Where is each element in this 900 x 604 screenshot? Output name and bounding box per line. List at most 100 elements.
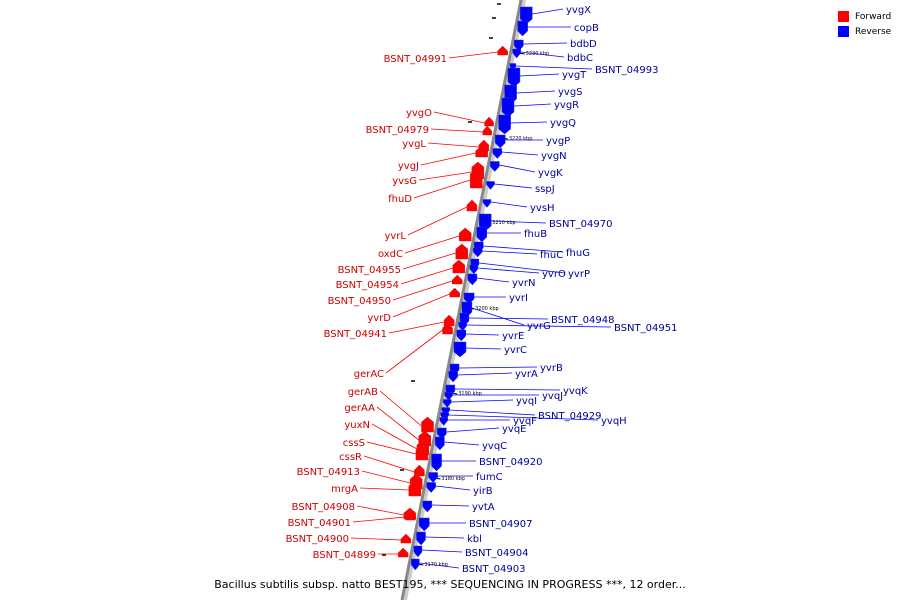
- gene-label-forward[interactable]: yvrD: [367, 313, 391, 324]
- gene-label-reverse[interactable]: yvrI: [509, 293, 528, 304]
- gene-label-forward[interactable]: BSNT_04901: [288, 518, 351, 529]
- gene-reverse-arrow[interactable]: [492, 148, 503, 159]
- gene-forward-arrow[interactable]: [442, 322, 453, 335]
- gene-label-forward[interactable]: BSNT_04908: [292, 502, 355, 513]
- gene-label-forward[interactable]: BSNT_04899: [313, 550, 376, 561]
- gene-forward-arrow[interactable]: [475, 145, 488, 158]
- gene-label-forward[interactable]: BSNT_04950: [328, 296, 391, 307]
- gene-label-reverse[interactable]: yvqJ: [542, 391, 563, 402]
- gene-label-forward[interactable]: BSNT_04900: [286, 534, 349, 545]
- gene-label-forward[interactable]: gerAA: [344, 403, 375, 414]
- gene-label-reverse[interactable]: yvgT: [562, 70, 587, 81]
- gene-label-reverse[interactable]: yvgN: [541, 151, 567, 162]
- gene-reverse-arrow[interactable]: [453, 341, 467, 358]
- gene-reverse-arrow[interactable]: [437, 427, 447, 440]
- gene-forward-arrow[interactable]: [484, 116, 494, 127]
- gene-label-reverse[interactable]: yvgX: [566, 5, 591, 16]
- gene-label-reverse[interactable]: yvgQ: [550, 118, 576, 129]
- gene-label-forward[interactable]: yvsG: [392, 176, 417, 187]
- gene-label-reverse[interactable]: yvrP: [568, 269, 590, 280]
- gene-label-reverse[interactable]: sspJ: [535, 184, 555, 195]
- gene-reverse-arrow[interactable]: [486, 181, 495, 190]
- gene-label-reverse[interactable]: yvgP: [546, 136, 570, 147]
- gene-label-reverse[interactable]: yvqH: [601, 416, 627, 427]
- gene-reverse-arrow[interactable]: [507, 67, 521, 88]
- gene-label-reverse[interactable]: yvrE: [502, 331, 524, 342]
- gene-label-forward[interactable]: BSNT_04954: [336, 280, 399, 291]
- gene-label-forward[interactable]: yvgO: [406, 108, 432, 119]
- gene-label-forward[interactable]: yvrL: [384, 231, 406, 242]
- gene-reverse-arrow[interactable]: [443, 399, 452, 408]
- gene-forward-arrow[interactable]: [421, 416, 434, 433]
- gene-label-reverse[interactable]: yvsH: [530, 203, 555, 214]
- gene-label-reverse[interactable]: yvgK: [538, 168, 563, 179]
- gene-label-forward[interactable]: cssS: [343, 438, 365, 449]
- gene-forward-arrow[interactable]: [405, 510, 416, 521]
- gene-label-forward[interactable]: yvgL: [402, 139, 426, 150]
- gene-label-reverse[interactable]: BSNT_04951: [614, 323, 677, 334]
- gene-label-reverse[interactable]: yvrB: [540, 363, 563, 374]
- gene-reverse-arrow[interactable]: [467, 273, 478, 286]
- gene-label-reverse[interactable]: yvrA: [515, 369, 538, 380]
- gene-label-reverse[interactable]: BSNT_04920: [479, 457, 542, 468]
- gene-reverse-arrow[interactable]: [426, 482, 436, 493]
- gene-reverse-arrow[interactable]: [435, 436, 445, 451]
- gene-forward-arrow[interactable]: [408, 480, 422, 497]
- gene-label-reverse[interactable]: yvqE: [502, 424, 527, 435]
- gene-reverse-arrow[interactable]: [517, 20, 528, 37]
- gene-label-reverse[interactable]: bdbC: [567, 53, 593, 64]
- gene-label-reverse[interactable]: yvrC: [504, 345, 527, 356]
- gene-reverse-arrow[interactable]: [514, 39, 524, 52]
- gene-label-reverse[interactable]: BSNT_04948: [551, 315, 614, 326]
- gene-reverse-arrow[interactable]: [498, 114, 511, 135]
- gene-label-reverse[interactable]: yvqC: [482, 441, 507, 452]
- gene-label-forward[interactable]: gerAC: [354, 369, 384, 380]
- gene-label-reverse[interactable]: yirB: [473, 486, 493, 497]
- gene-reverse-arrow[interactable]: [501, 97, 515, 118]
- gene-reverse-arrow[interactable]: [413, 545, 423, 558]
- gene-reverse-arrow[interactable]: [519, 6, 533, 25]
- gene-label-reverse[interactable]: yvqK: [563, 386, 588, 397]
- gene-forward-arrow[interactable]: [455, 243, 469, 260]
- gene-label-reverse[interactable]: BSNT_04903: [462, 564, 525, 575]
- gene-label-forward[interactable]: BSNT_04913: [297, 467, 360, 478]
- gene-label-reverse[interactable]: fumC: [476, 472, 503, 483]
- gene-forward-arrow[interactable]: [414, 464, 425, 477]
- gene-label-forward[interactable]: yvgJ: [398, 161, 419, 172]
- gene-label-reverse[interactable]: fhuC: [540, 250, 563, 261]
- gene-reverse-arrow[interactable]: [439, 417, 448, 426]
- gene-label-forward[interactable]: cssR: [339, 452, 362, 463]
- gene-reverse-arrow[interactable]: [428, 472, 438, 483]
- gene-reverse-arrow[interactable]: [411, 558, 420, 571]
- gene-reverse-arrow[interactable]: [494, 134, 506, 149]
- gene-label-reverse[interactable]: bdbD: [570, 39, 597, 50]
- gene-label-forward[interactable]: fhuD: [388, 194, 412, 205]
- gene-label-reverse[interactable]: BSNT_04904: [465, 548, 528, 559]
- gene-label-reverse[interactable]: yvgS: [558, 87, 583, 98]
- gene-reverse-arrow[interactable]: [456, 329, 467, 342]
- gene-forward-arrow[interactable]: [458, 227, 472, 242]
- gene-reverse-arrow[interactable]: [490, 161, 500, 172]
- gene-label-reverse[interactable]: yvgR: [554, 100, 579, 111]
- gene-reverse-arrow[interactable]: [463, 292, 475, 305]
- gene-forward-arrow[interactable]: [443, 314, 455, 327]
- gene-reverse-arrow[interactable]: [422, 500, 433, 513]
- gene-forward-arrow[interactable]: [452, 259, 466, 274]
- gene-label-reverse[interactable]: BSNT_04970: [549, 219, 612, 230]
- gene-label-reverse[interactable]: yvtA: [472, 502, 495, 513]
- gene-label-forward[interactable]: gerAB: [348, 387, 378, 398]
- gene-label-reverse[interactable]: yvrN: [512, 278, 535, 289]
- gene-label-reverse[interactable]: yvrO: [542, 269, 566, 280]
- gene-label-forward[interactable]: mrgA: [331, 484, 358, 495]
- gene-label-reverse[interactable]: BSNT_04993: [595, 65, 658, 76]
- gene-reverse-arrow[interactable]: [431, 453, 442, 472]
- gene-reverse-arrow[interactable]: [448, 370, 458, 383]
- gene-forward-arrow[interactable]: [497, 45, 508, 56]
- gene-reverse-arrow[interactable]: [419, 517, 430, 532]
- gene-label-reverse[interactable]: kbl: [467, 534, 482, 545]
- gene-reverse-arrow[interactable]: [469, 264, 479, 275]
- gene-label-reverse[interactable]: yvrG: [527, 321, 551, 332]
- gene-forward-arrow[interactable]: [452, 274, 463, 285]
- gene-forward-arrow[interactable]: [415, 444, 429, 461]
- gene-forward-arrow[interactable]: [400, 533, 412, 544]
